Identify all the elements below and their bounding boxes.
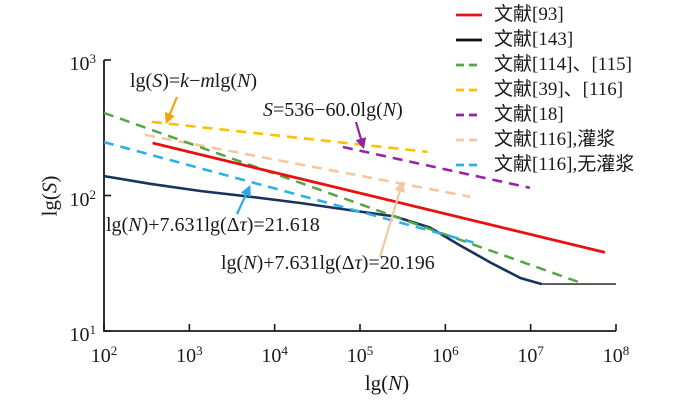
legend-item: 文献[116],无灌浆 (456, 152, 634, 177)
legend-item: 文献[93] (456, 2, 634, 27)
series-line-2 (342, 145, 531, 190)
legend-label: 文献[116],灌浆 (494, 129, 616, 150)
series-line-0 (151, 120, 428, 154)
legend-item: 文献[114]、[115] (456, 52, 634, 77)
legend-item: 文献[18] (456, 102, 634, 127)
legend-label: 文献[143] (494, 29, 574, 50)
legend-label: 文献[93] (494, 4, 564, 25)
series-line-1 (144, 133, 471, 198)
legend-key-line (456, 38, 482, 41)
legend-key-line (456, 13, 482, 16)
legend-label: 文献[116],无灌浆 (494, 154, 635, 175)
legend-label: 文献[18] (494, 104, 564, 125)
annotation-arrow-0 (164, 96, 179, 125)
annotation-arrow-1 (354, 121, 367, 150)
series-line-7 (152, 141, 606, 254)
legend-label: 文献[39]、[116] (494, 79, 624, 100)
legend-key-line (456, 163, 482, 166)
legend-item: 文献[143] (456, 27, 634, 52)
series-line-4 (103, 174, 543, 286)
legend-key-line (456, 138, 482, 141)
legend: 文献[93] 文献[143] 文献[114]、[115] 文献[39]、[116] 文献… (456, 2, 634, 177)
annotation-arrow-3 (378, 180, 406, 258)
legend-key-line (456, 113, 482, 116)
annotation-arrow-2 (236, 185, 251, 215)
legend-item: 文献[116],灌浆 (456, 127, 634, 152)
legend-label: 文献[114]、[115] (494, 54, 632, 75)
legend-key-line (456, 88, 482, 91)
series-line-6 (103, 140, 474, 244)
legend-key-line (456, 63, 482, 66)
legend-item: 文献[39]、[116] (456, 77, 634, 102)
